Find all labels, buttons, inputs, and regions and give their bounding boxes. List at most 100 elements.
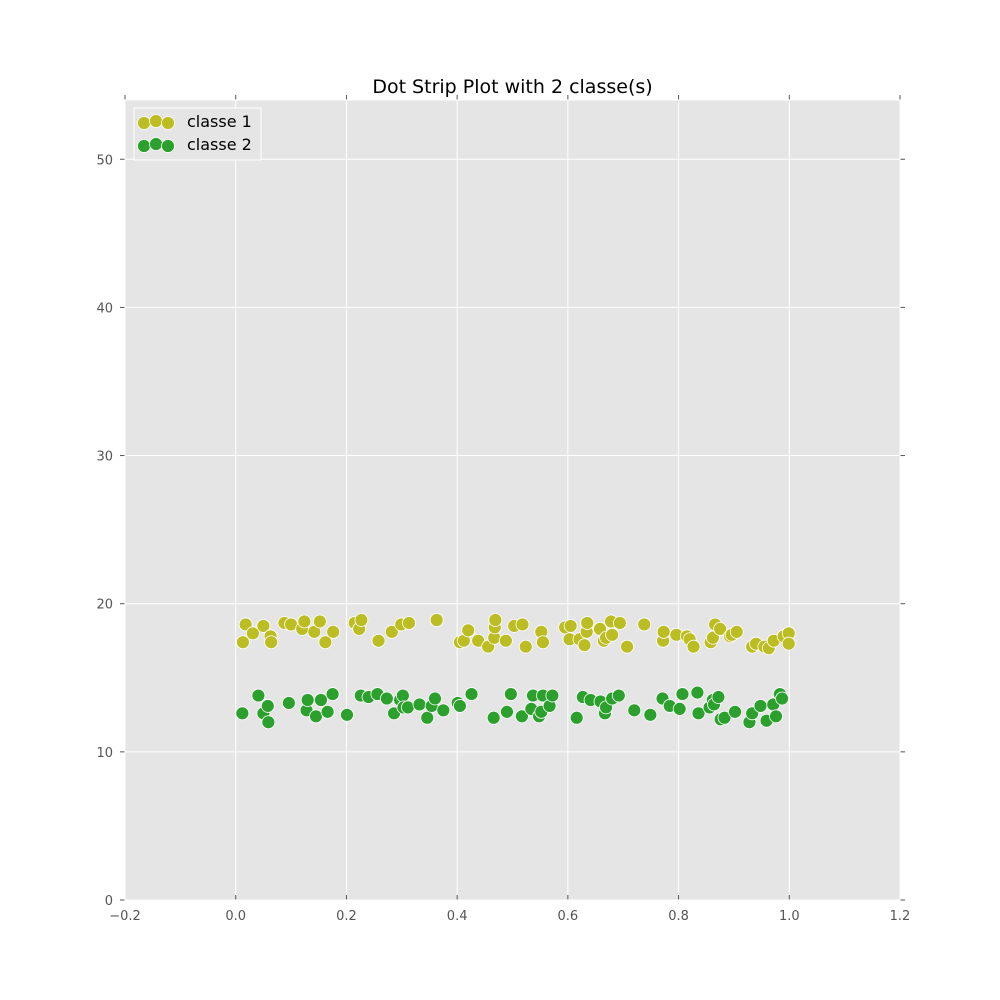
data-point xyxy=(488,613,503,627)
data-point xyxy=(420,710,435,725)
plot-area xyxy=(125,100,900,900)
data-point xyxy=(775,691,789,706)
legend: classe 1 classe 2 xyxy=(133,107,262,161)
data-point xyxy=(672,701,687,716)
legend-marker xyxy=(161,116,175,130)
legend-label: classe 2 xyxy=(187,135,252,154)
data-point xyxy=(256,619,271,633)
data-point xyxy=(395,688,410,703)
data-point xyxy=(486,710,501,725)
x-tick-label: −0.2 xyxy=(109,909,141,924)
data-point xyxy=(515,617,530,632)
data-point xyxy=(461,623,476,638)
data-point xyxy=(753,699,768,713)
x-tick-label: 0.2 xyxy=(336,909,357,924)
data-point xyxy=(563,619,578,633)
data-point xyxy=(260,699,275,713)
y-tick-label: 40 xyxy=(96,301,113,316)
data-point xyxy=(515,709,529,724)
legend-marker xyxy=(137,139,151,153)
data-point xyxy=(580,616,595,630)
data-point xyxy=(340,707,354,722)
data-point xyxy=(781,636,796,651)
y-tick-label: 0 xyxy=(105,894,113,909)
data-point xyxy=(605,627,620,642)
data-point xyxy=(320,704,335,719)
data-point xyxy=(691,706,706,721)
y-tick-label: 30 xyxy=(96,450,113,465)
data-point xyxy=(402,616,416,630)
data-point xyxy=(261,715,276,730)
data-point xyxy=(577,638,592,653)
data-point xyxy=(314,693,328,707)
data-point xyxy=(656,624,671,639)
data-point xyxy=(464,687,479,701)
data-point xyxy=(281,696,296,710)
data-point xyxy=(453,699,467,713)
data-point xyxy=(297,614,312,629)
data-point xyxy=(690,685,705,700)
data-point xyxy=(500,704,514,719)
legend-label: classe 1 xyxy=(187,112,252,131)
x-tick-label: 1.2 xyxy=(890,909,911,924)
x-tick-label: 0.4 xyxy=(447,909,468,924)
data-point xyxy=(545,688,560,703)
data-point xyxy=(371,633,386,648)
data-point xyxy=(300,693,315,707)
data-point xyxy=(503,687,518,701)
data-point xyxy=(569,710,584,725)
data-point xyxy=(264,635,279,650)
data-point xyxy=(498,633,513,648)
data-point xyxy=(318,635,333,650)
y-tick-label: 10 xyxy=(96,746,113,761)
legend-marker xyxy=(149,137,163,151)
plot-frame xyxy=(124,99,901,901)
data-point xyxy=(728,704,742,719)
data-point xyxy=(675,687,690,701)
data-point xyxy=(769,709,783,724)
x-tick-label: 0.6 xyxy=(558,909,579,924)
data-point xyxy=(611,688,626,703)
data-point xyxy=(612,616,627,630)
data-point xyxy=(637,617,652,632)
data-point xyxy=(312,614,327,629)
data-point xyxy=(711,690,726,704)
series-2-points xyxy=(235,685,789,730)
data-point xyxy=(326,624,341,639)
data-point xyxy=(400,700,415,715)
data-point xyxy=(236,635,250,650)
legend-marker xyxy=(137,116,151,130)
data-point xyxy=(325,687,340,701)
data-point xyxy=(436,703,451,718)
y-tick-label: 20 xyxy=(96,598,113,613)
series-1-points xyxy=(236,613,796,656)
data-point xyxy=(354,613,369,627)
data-point xyxy=(428,691,442,706)
chart-title: Dot Strip Plot with 2 classe(s) xyxy=(372,76,652,98)
data-point xyxy=(536,635,550,650)
y-tick-label: 50 xyxy=(96,153,113,168)
legend-marker xyxy=(161,139,175,153)
data-point xyxy=(235,706,250,721)
x-tick-label: 1.0 xyxy=(779,909,800,924)
data-points xyxy=(235,613,796,730)
data-point xyxy=(245,626,260,641)
data-point xyxy=(518,639,533,654)
data-point xyxy=(627,703,642,718)
grid-lines xyxy=(124,100,901,901)
x-tick-label: 0.8 xyxy=(668,909,689,924)
data-point xyxy=(429,613,444,627)
data-point xyxy=(620,639,634,654)
data-point xyxy=(729,624,744,639)
legend-marker xyxy=(149,114,163,128)
data-point xyxy=(379,691,394,706)
data-point xyxy=(309,709,323,724)
data-point xyxy=(251,688,266,703)
data-point xyxy=(384,624,399,639)
data-point xyxy=(412,697,427,712)
data-point xyxy=(643,707,658,722)
tick-labels: −0.2 0.0 0.2 0.4 0.6 0.8 1.0 1.2 0 10 20 30 40 50 xyxy=(96,153,910,924)
data-point xyxy=(713,621,727,636)
x-tick-label: 0.0 xyxy=(225,909,246,924)
